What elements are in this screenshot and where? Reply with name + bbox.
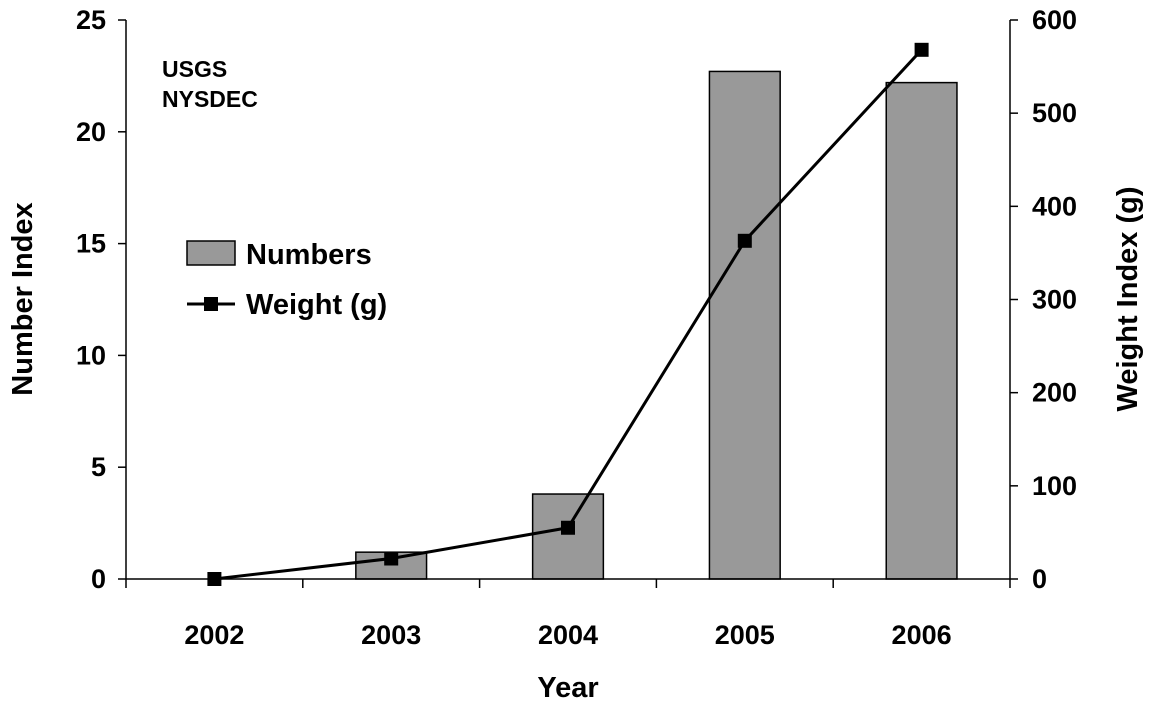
y-ticks-group: 0 5 10 15 20 25 <box>76 5 126 594</box>
weight-marker-2005 <box>737 233 752 248</box>
y-tick-label: 15 <box>76 229 106 259</box>
y2-axis-title: Weight Index (g) <box>1112 186 1144 411</box>
weight-marker-2003 <box>384 551 399 566</box>
bars-group <box>355 70 958 580</box>
y2-tick-label: 600 <box>1032 5 1077 35</box>
bar-2005 <box>708 70 781 580</box>
x-tick-label-2003: 2003 <box>361 620 421 650</box>
legend-label-weight: Weight (g) <box>246 289 387 321</box>
y-tick-label: 5 <box>91 452 106 482</box>
y-tick-label: 25 <box>76 5 106 35</box>
markers-group <box>207 42 929 586</box>
bar-2006 <box>885 81 958 580</box>
y-axis-title: Number Index <box>7 202 39 395</box>
weight-marker-2006 <box>914 42 929 57</box>
legend-marker-weight <box>204 297 218 311</box>
x-tick-label-2004: 2004 <box>538 620 598 650</box>
x-tick-label-2006: 2006 <box>892 620 952 650</box>
y2-tick-label: 100 <box>1032 471 1077 501</box>
y-tick-label: 0 <box>91 564 106 594</box>
legend-swatch-numbers <box>186 240 236 266</box>
y2-tick-label: 0 <box>1032 564 1047 594</box>
legend-label-numbers: Numbers <box>246 239 372 271</box>
bar-2004 <box>531 493 605 580</box>
weight-marker-2004 <box>561 520 575 535</box>
weight-marker-2002 <box>207 572 222 586</box>
y2-tick-label: 400 <box>1032 191 1077 221</box>
x-ticks-group: 2002 2003 2004 2005 2006 <box>125 579 1011 650</box>
x-tick-label-2002: 2002 <box>184 620 244 650</box>
y2-tick-label: 300 <box>1032 285 1077 315</box>
annotation-nysdec: NYSDEC <box>162 86 258 112</box>
legend: Numbers Weight (g) <box>186 239 387 321</box>
y2-tick-label: 200 <box>1032 378 1077 408</box>
y-tick-label: 10 <box>76 340 106 370</box>
x-tick-label-2005: 2005 <box>715 620 775 650</box>
y2-ticks-group: 0 100 200 300 400 500 600 <box>1010 5 1077 594</box>
x-axis-title: Year <box>537 672 598 702</box>
y2-tick-label: 500 <box>1032 98 1077 128</box>
annotation-usgs: USGS <box>162 56 227 82</box>
y-tick-label: 20 <box>76 117 106 147</box>
